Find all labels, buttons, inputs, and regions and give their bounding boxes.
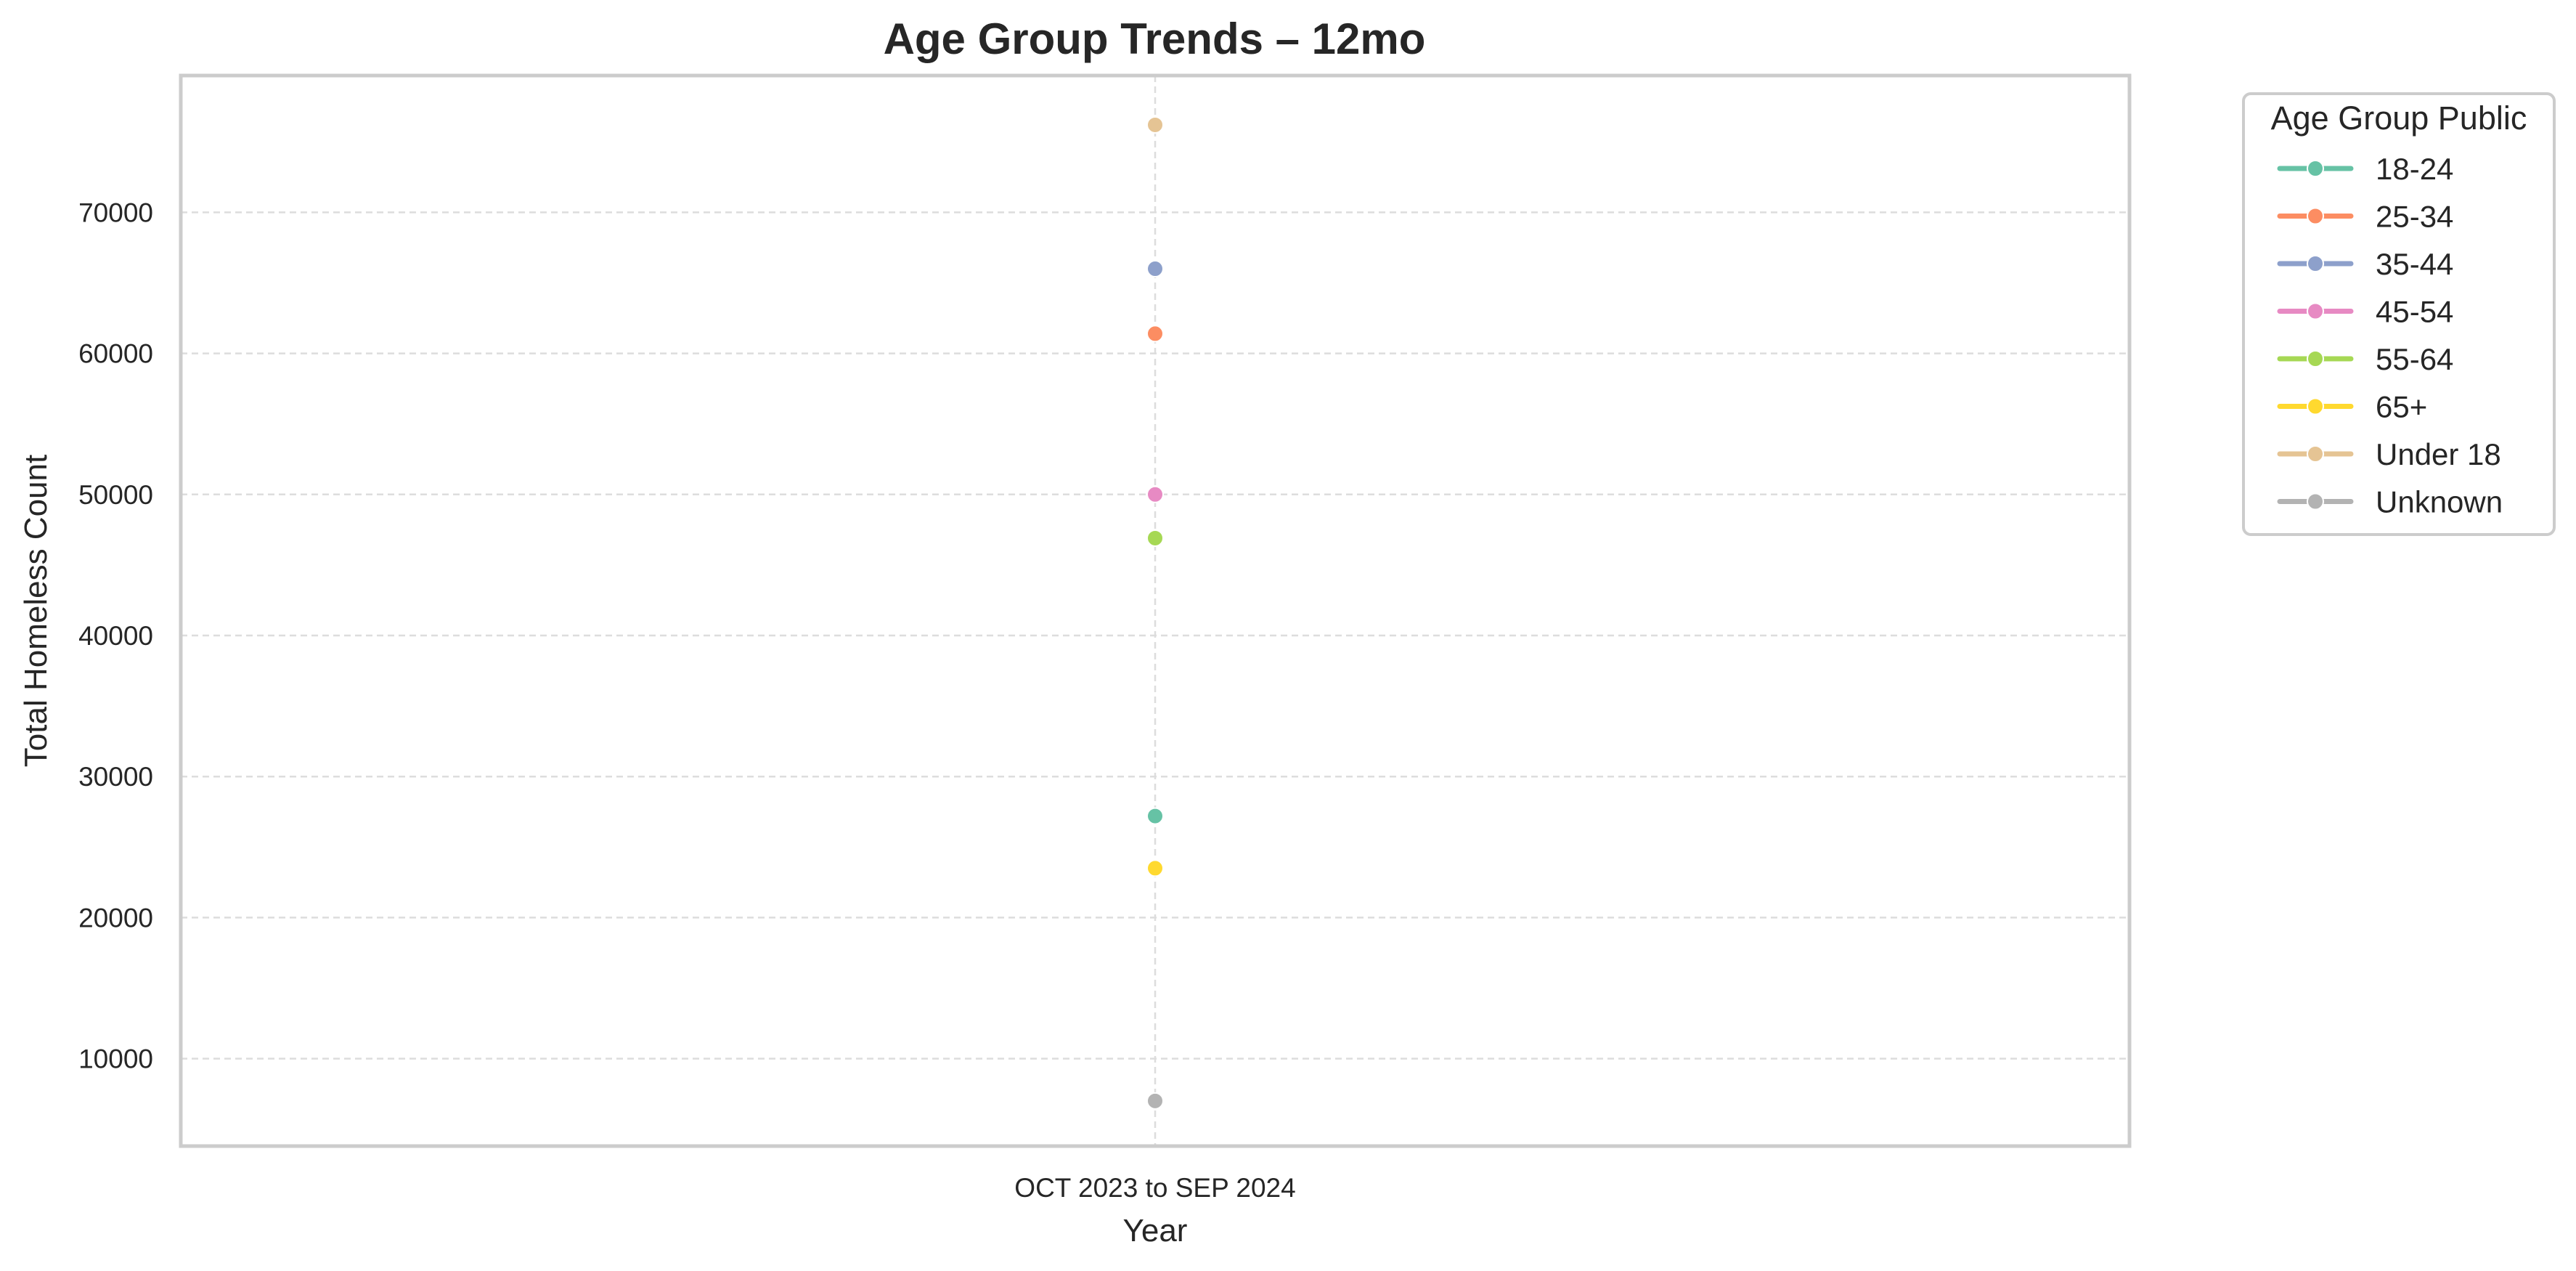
chart-title: Age Group Trends – 12mo [884,15,1426,63]
data-point-unknown [1146,1092,1164,1110]
legend-item: 55-64 [2277,342,2453,376]
legend-swatch-marker [2307,255,2324,272]
legend-item: 18-24 [2277,152,2453,186]
legend-item: 65+ [2277,390,2427,424]
legend-label: 25-34 [2376,200,2453,234]
x-axis-label: Year [1123,1213,1188,1248]
plot-area-frame [179,73,2132,1148]
legend-swatch-marker [2307,302,2324,320]
legend-swatch-marker [2307,350,2324,368]
legend: Age Group Public 18-24 25-34 35-44 45-54 55-… [2242,92,2556,536]
y-tick-label: 50000 [78,480,153,510]
legend-label: 18-24 [2376,152,2453,186]
legend-label: 55-64 [2376,342,2453,376]
data-point-under-18 [1146,115,1164,134]
x-axis-ticks: OCT 2023 to SEP 2024 [1014,1173,1295,1203]
legend-swatch-marker [2307,160,2324,177]
y-tick-label: 30000 [78,762,153,792]
grid [181,76,2129,1146]
data-points [1146,115,1164,1110]
data-point-25-34 [1146,325,1164,343]
data-point-35-44 [1146,260,1164,278]
legend-label: Under 18 [2376,437,2501,471]
data-point-18-24 [1146,807,1164,825]
legend-swatch-marker [2307,207,2324,225]
legend-label: 45-54 [2376,295,2453,329]
legend-item: 35-44 [2277,247,2453,281]
legend-item: 25-34 [2277,200,2453,234]
x-tick-label: OCT 2023 to SEP 2024 [1014,1173,1295,1203]
legend-items: 18-24 25-34 35-44 45-54 55-64 65+ Under 18 Unkn… [2277,152,2503,519]
legend-item: Unknown [2277,485,2503,519]
y-tick-label: 60000 [78,339,153,369]
legend-label: 65+ [2376,390,2427,424]
legend-title: Age Group Public [2271,100,2527,137]
y-axis-label: Total Homeless Count [18,455,54,767]
y-tick-label: 10000 [78,1044,153,1074]
legend-swatch-marker [2307,445,2324,463]
data-point-45-54 [1146,485,1164,503]
legend-swatch-marker [2307,397,2324,415]
legend-label: Unknown [2376,485,2503,519]
legend-item: Under 18 [2277,437,2501,471]
legend-label: 35-44 [2376,247,2453,281]
data-point-55-64 [1146,529,1164,547]
y-tick-label: 20000 [78,903,153,933]
y-tick-label: 40000 [78,621,153,651]
legend-frame [2242,92,2556,536]
legend-item: 45-54 [2277,295,2453,329]
legend-swatch-marker [2307,492,2324,511]
data-point-65- [1146,859,1164,877]
y-tick-label: 70000 [78,198,153,227]
y-axis-ticks: 10000 20000 30000 40000 50000 60000 70000 [78,198,153,1073]
